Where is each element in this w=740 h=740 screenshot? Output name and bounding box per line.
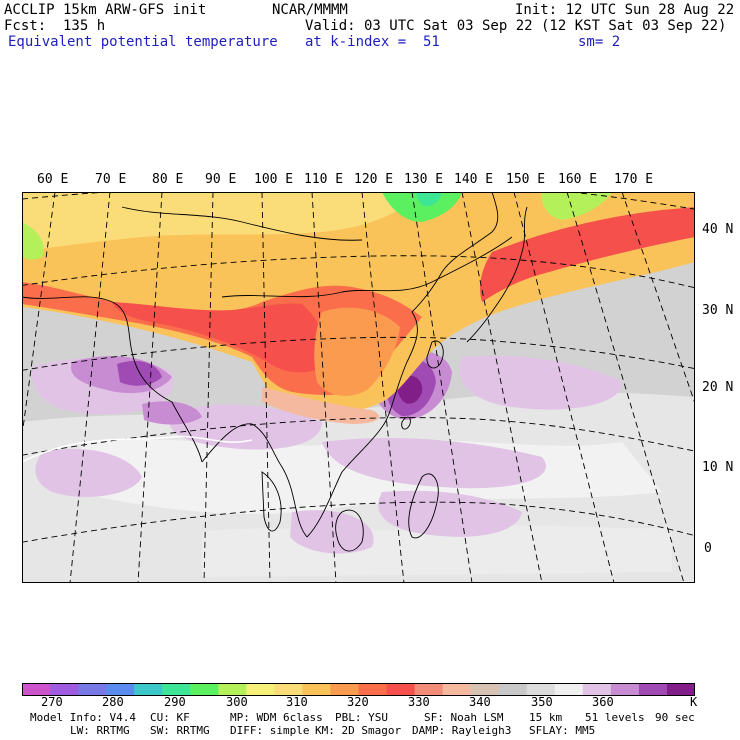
colorbar-swatch [498,683,528,696]
colorbar-swatch [22,683,51,696]
smoothing-label: sm= 2 [578,34,621,50]
colorbar-tick: 270 [41,695,63,709]
footer-item: DAMP: Rayleigh3 [412,724,512,737]
center-label: NCAR/MMMM [272,2,348,18]
forecast-hour: Fcst: 135 h [4,18,106,34]
lon-label: 110 E [304,172,344,187]
colorbar-swatch [358,683,388,696]
lon-label: 70 E [95,172,127,187]
colorbar-tick: 300 [226,695,248,709]
footer-item: SW: RRTMG [150,724,210,737]
lat-label: 20 N [702,380,734,395]
colorbar-swatch [78,683,107,696]
colorbar-tick: 330 [408,695,430,709]
lat-label: 40 N [702,222,734,237]
colorbar-tick: 310 [286,695,308,709]
colorbar-swatch [582,683,612,696]
colorbar-swatch [106,683,135,696]
model-title: ACCLIP 15km ARW-GFS init [4,2,207,18]
init-time: Init: 12 UTC Sun 28 Aug 22 [515,2,735,18]
lon-label: 130 E [404,172,444,187]
lat-label: 30 N [702,303,734,318]
level-label: at k-index = 51 [305,34,440,50]
colorbar-swatch [554,683,584,696]
map-frame [22,192,695,583]
lat-label: 0 [704,541,712,556]
colorbar-swatch [610,683,640,696]
colorbar-swatch [50,683,79,696]
lat-label: 10 N [702,460,734,475]
colorbar-swatch [134,683,163,696]
lon-label: 60 E [37,172,69,187]
field-name: Equivalent potential temperature [8,34,278,50]
footer-item: MP: WDM 6class [230,711,323,724]
lon-label: 80 E [152,172,184,187]
theta-e-map [22,192,695,583]
footer-item: KM: 2D Smagor [315,724,402,737]
colorbar-frame [22,683,695,696]
coastlines [22,192,528,552]
footer-item: Model Info: V4.4 [30,711,136,724]
contour-line [22,435,253,463]
colorbar-swatch [414,683,444,696]
colorbar-tick: 360 [592,695,614,709]
colorbar-swatch [666,683,696,696]
lon-label: 140 E [454,172,494,187]
footer-item: 15 km [529,711,563,724]
colorbar-swatch [218,683,247,696]
colorbar-swatch [274,683,303,696]
lon-label: 90 E [205,172,237,187]
colorbar-swatch [246,683,275,696]
footer-item: PBL: YSU [335,711,388,724]
footer-item: LW: RRTMG [70,724,130,737]
colorbar-tick: 350 [531,695,553,709]
lon-label: 170 E [614,172,654,187]
lon-label: 120 E [354,172,394,187]
dry-north [22,192,612,260]
lon-label: 160 E [558,172,598,187]
colorbar-swatch [302,683,331,696]
footer-item: 90 sec [655,711,695,724]
footer-item: SFLAY: MM5 [529,724,596,737]
lon-label: 100 E [254,172,294,187]
lon-label: 150 E [506,172,546,187]
colorbar-swatch [330,683,359,696]
colorbar-swatch [190,683,219,696]
footer-item: SF: Noah LSM [424,711,504,724]
colorbar-tick: 290 [164,695,186,709]
footer-item: CU: KF [150,711,190,724]
colorbar-tick: 280 [102,695,124,709]
colorbar-unit: K [690,695,698,709]
valid-time: Valid: 03 UTC Sat 03 Sep 22 (12 KST Sat … [305,18,727,34]
colorbar-swatch [638,683,668,696]
colorbar-tick: 320 [347,695,369,709]
colorbar [22,681,696,700]
footer-item: 51 levels [585,711,645,724]
colorbar-swatch [470,683,500,696]
colorbar-swatch [386,683,416,696]
colorbar-swatch [526,683,556,696]
colorbar-tick: 340 [469,695,491,709]
colorbar-swatch [442,683,472,696]
footer-item: DIFF: simple [230,724,310,737]
colorbar-swatch [162,683,191,696]
graticule [22,192,695,583]
